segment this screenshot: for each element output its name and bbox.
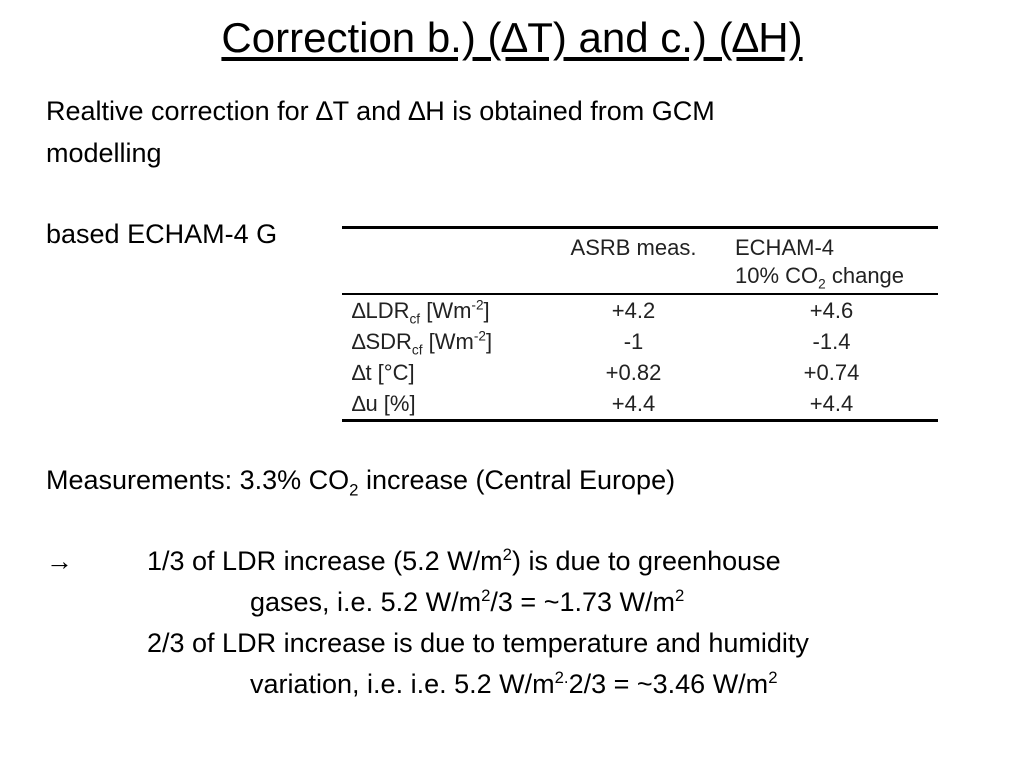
row-label-sub: cf: [411, 341, 423, 357]
measurements-text-tail: increase (Central Europe): [358, 465, 676, 495]
row-label: ∆u [%]: [342, 388, 542, 421]
cell-echam: +0.74: [803, 359, 860, 385]
header-empty-cell: [342, 228, 542, 295]
header-echam-co2-text: 10% CO: [735, 263, 819, 288]
table-row: ∆SDRcf [Wm-2] -1 -1.4: [342, 326, 938, 357]
row-label: ∆SDRcf [Wm-2]: [342, 326, 542, 357]
intro-text-line1: Realtive correction for ∆T and ∆H is obt…: [46, 96, 715, 126]
conclusion-line2: gases, i.e. 5.2 W/m2/3 = ~1.73 W/m2: [250, 587, 684, 618]
measurements-text-main: Measurements: 3.3% CO: [46, 465, 350, 495]
conclusion-line1-sup: 2: [502, 545, 512, 564]
conclusion-line1-text: 1/3 of LDR increase (5.2 W/m: [147, 546, 503, 576]
comparison-table-container: ASRB meas. ECHAM-4 10% CO2 change ∆LDRcf…: [342, 226, 938, 436]
slide-title: Correction b.) (∆T) and c.) (∆H): [221, 14, 803, 61]
based-text: based ECHAM-4 G: [46, 219, 278, 249]
header-asrb: ASRB meas.: [542, 228, 725, 295]
row-label-main: ∆t [°C]: [352, 359, 415, 385]
conclusion-line2-mid: /3 = ~1.73 W/m: [490, 587, 675, 617]
row-label-main: ∆u [%]: [352, 390, 416, 416]
conclusion-line3: 2/3 of LDR increase is due to temperatur…: [147, 628, 809, 658]
arrow-icon: →: [46, 546, 73, 576]
cell-asrb: +0.82: [605, 359, 662, 385]
header-echam-line1: ECHAM-4: [735, 235, 835, 260]
table-row: ∆u [%] +4.4 +4.4: [342, 388, 938, 421]
conclusion-line1: 1/3 of LDR increase (5.2 W/m2) is due to…: [147, 546, 781, 577]
row-label-unit: [Wm: [420, 297, 472, 323]
row-label-sup: -2: [473, 328, 486, 344]
cell-echam: -1.4: [812, 328, 851, 354]
cell-echam: +4.6: [809, 297, 854, 323]
conclusion-line4-sup: 2: [554, 668, 564, 687]
measurements-co2-subscript: 2: [349, 480, 359, 500]
conclusion-line4-text: variation, i.e. i.e. 5.2 W/m: [250, 669, 555, 699]
row-label: ∆t [°C]: [342, 357, 542, 388]
row-label-sub: cf: [409, 310, 421, 326]
measurements-text: Measurements: 3.3% CO2 increase (Central…: [46, 465, 676, 500]
row-label-sup: -2: [471, 297, 484, 313]
table-row: ∆LDRcf [Wm-2] +4.2 +4.6: [342, 294, 938, 326]
row-label: ∆LDRcf [Wm-2]: [342, 294, 542, 326]
row-label-main: ∆LDR: [352, 297, 410, 323]
conclusion-line4-dot: .: [563, 668, 569, 687]
header-asrb-label: ASRB meas.: [570, 235, 697, 260]
header-echam-co2-subscript: 2: [818, 276, 826, 292]
conclusion-line4: variation, i.e. i.e. 5.2 W/m2.2/3 = ~3.4…: [250, 669, 778, 700]
conclusion-line2-sup2: 2: [675, 586, 685, 605]
row-label-unit: [Wm: [422, 328, 474, 354]
conclusion-line1-tail: ) is due to greenhouse: [511, 546, 781, 576]
comparison-table: ASRB meas. ECHAM-4 10% CO2 change ∆LDRcf…: [342, 226, 938, 422]
cell-asrb: +4.4: [611, 390, 656, 416]
table-header-row: ASRB meas. ECHAM-4 10% CO2 change: [342, 227, 938, 295]
conclusion-line2-sup: 2: [481, 586, 491, 605]
header-echam-line2: 10% CO2 change: [735, 263, 938, 292]
cell-echam: +4.4: [809, 390, 854, 416]
row-label-close: ]: [483, 297, 490, 323]
header-echam: ECHAM-4 10% CO2 change: [725, 228, 938, 295]
row-label-close: ]: [485, 328, 493, 354]
header-echam-change-text: change: [825, 263, 905, 288]
conclusion-line2-text: gases, i.e. 5.2 W/m: [250, 587, 482, 617]
table-row: ∆t [°C] +0.82 +0.74: [342, 357, 938, 388]
conclusion-line4-mid: 2/3 = ~3.46 W/m: [568, 669, 769, 699]
cell-asrb: -1: [623, 328, 644, 354]
cell-asrb: +4.2: [611, 297, 656, 323]
conclusion-line4-sup2: 2: [768, 668, 778, 687]
intro-text-line2: modelling: [46, 138, 162, 168]
row-label-main: ∆SDR: [352, 328, 412, 354]
